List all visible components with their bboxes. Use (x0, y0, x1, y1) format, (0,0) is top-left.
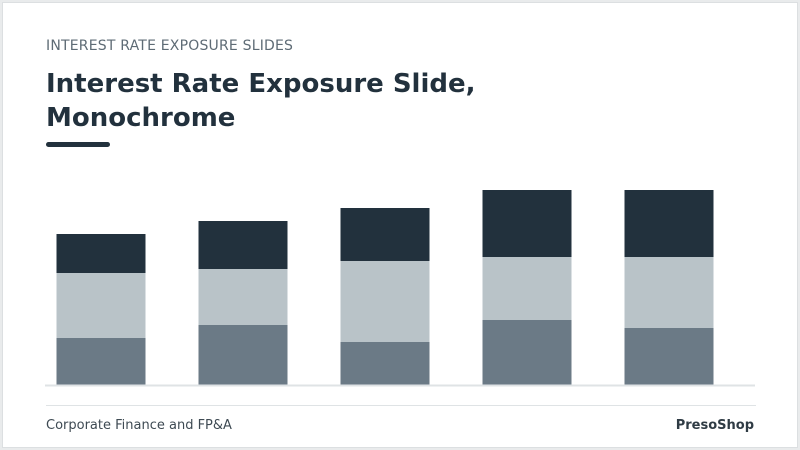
bar-segment (624, 190, 714, 257)
bar-segment (198, 269, 288, 325)
bar-segment (624, 257, 714, 328)
footer-left: Corporate Finance and FP&A (46, 418, 232, 433)
footer-right: PresoShop (675, 418, 754, 433)
bar-segment (340, 261, 430, 342)
bar-segment (340, 342, 430, 385)
bar-segment (56, 338, 146, 385)
bar-segment (482, 190, 572, 257)
slide-title: Interest Rate Exposure Slide, Monochrome (46, 69, 476, 133)
bar-segment (198, 325, 288, 385)
bar-segment (482, 320, 572, 385)
bar-segment (56, 273, 146, 338)
bar-segment (340, 208, 430, 261)
title-underline (46, 142, 110, 147)
footer-separator (46, 405, 756, 406)
bar-segment (482, 257, 572, 320)
bar-segment (198, 221, 288, 269)
eyebrow: INTEREST RATE EXPOSURE SLIDES (46, 38, 294, 54)
bar-segment (56, 234, 146, 273)
bar-segment (624, 328, 714, 385)
